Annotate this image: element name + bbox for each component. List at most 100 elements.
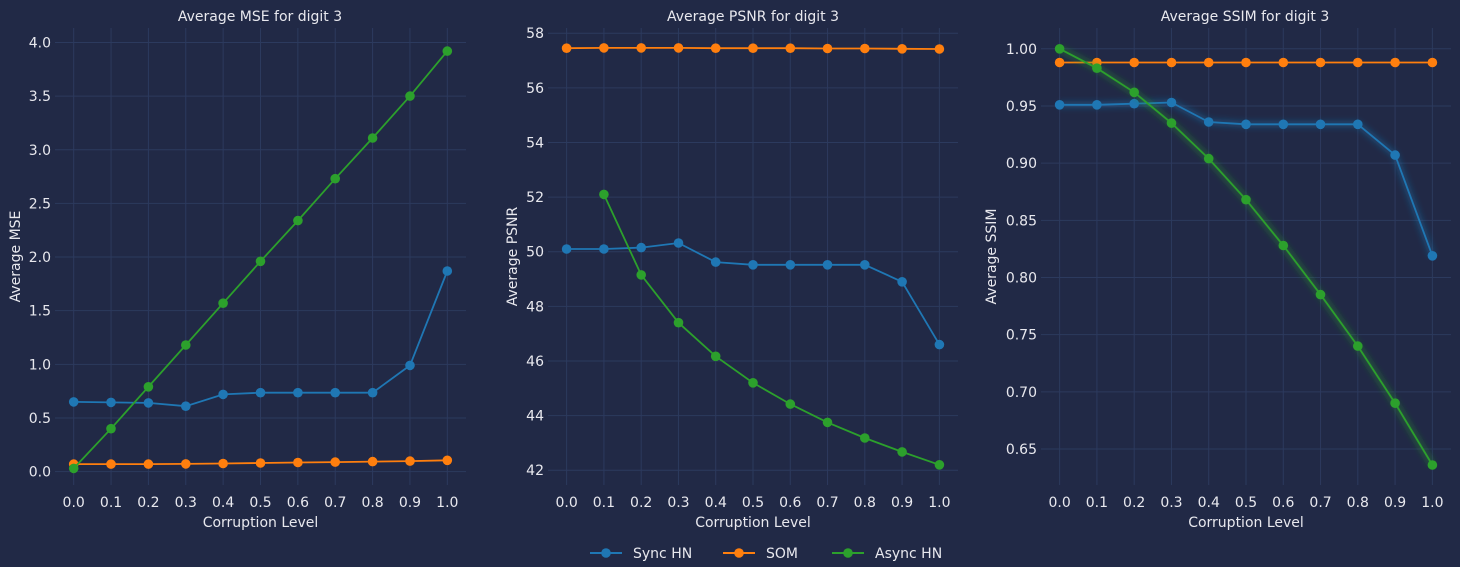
data-point [785,43,796,53]
x-tick-label: 0.7 [816,495,838,511]
data-point [1427,251,1438,261]
x-tick-label: 0.6 [779,495,801,511]
y-axis-label: Average MSE [8,211,24,303]
data-point [785,260,796,270]
data-point [181,401,191,412]
data-point [897,44,907,54]
legend-item-som: SOM [723,546,798,562]
data-point [255,458,266,468]
data-point [1390,398,1400,409]
data-point [218,458,228,469]
data-point [1315,289,1326,300]
legend-label: SOM [766,546,798,562]
data-point [1241,119,1251,130]
data-point [860,433,870,443]
x-tick-label: 0.9 [1384,495,1406,511]
x-tick-label: 0.0 [63,495,85,511]
legend-marker [601,548,611,558]
chart-title: Average PSNR for digit 3 [667,9,839,25]
series-som [1054,57,1438,68]
x-tick-label: 0.1 [100,495,122,511]
y-tick-label: 0.0 [29,465,51,481]
y-tick-label: 0.90 [1006,156,1037,172]
x-tick-label: 0.6 [1272,495,1294,511]
data-point [255,256,266,267]
data-point [1427,460,1438,470]
data-point [330,387,341,398]
x-tick-label: 0.0 [1049,495,1071,511]
x-tick-label: 0.4 [705,495,727,511]
data-point [710,257,721,267]
data-point [255,387,266,398]
x-tick-label: 0.2 [630,495,652,511]
y-tick-label: 54 [526,135,544,151]
x-tick-label: 0.2 [137,495,159,511]
x-tick-label: 0.3 [175,495,197,511]
y-tick-label: 3.0 [29,143,51,159]
data-point [181,340,191,350]
data-point [1092,63,1102,73]
data-point [1353,57,1363,68]
data-point [1315,57,1326,68]
x-tick-label: 0.5 [249,495,271,511]
charts-layer: Average MSE for digit 3 0.0 0.1 0.2 0.3 0.4 0.… [8,9,1451,531]
y-tick-label: 58 [526,26,544,42]
data-point [1166,57,1177,68]
data-point [561,244,572,254]
x-tick-label: 0.9 [891,495,913,511]
data-point [405,91,415,101]
y-axis-label: Average SSIM [984,209,1000,305]
y-tick-label: 0.70 [1006,385,1037,401]
series-som [68,455,453,469]
data-point [106,459,116,469]
data-point [822,260,833,270]
data-point [897,277,907,287]
data-point [1353,341,1363,351]
grid [1041,28,1451,485]
data-point [748,43,758,53]
data-point [367,456,378,467]
x-tick-label: 0.7 [1309,495,1331,511]
y-tick-label: 46 [526,354,544,370]
chart-panel-3: Average SSIM for digit 3 0.0 0.1 0.2 0.3 0.4 0… [984,9,1451,531]
data-point [405,456,415,466]
data-point [143,459,154,469]
chart-title: Average MSE for digit 3 [178,9,342,25]
data-point [367,133,378,143]
data-point [106,423,116,434]
x-tick-label: 0.5 [742,495,764,511]
data-point [143,382,154,392]
data-point [1278,119,1289,130]
data-point [293,387,303,398]
data-point [293,215,303,226]
data-point [218,389,228,400]
x-axis-label: Corruption Level [203,515,319,531]
y-tick-label: 56 [526,81,544,97]
data-point [1427,57,1438,68]
data-point [1054,44,1065,54]
y-tick-label: 0.75 [1006,328,1037,344]
data-point [442,266,453,276]
data-point [636,43,646,53]
y-tick-label: 0.65 [1006,442,1037,458]
x-tick-label: 0.3 [667,495,689,511]
data-point [367,387,378,398]
series-async-hn [1054,44,1438,470]
data-point [1129,87,1139,98]
data-point [599,189,609,200]
x-tick-label: 0.3 [1160,495,1182,511]
data-point [822,43,833,54]
data-point [673,238,684,248]
y-tick-label: 4.0 [29,35,51,51]
data-point [68,463,79,474]
data-point [1054,57,1065,68]
series-sync-hn [1054,97,1438,261]
data-point [405,360,415,371]
x-tick-label: 0.5 [1235,495,1257,511]
legend: Sync HN SOM Async HN [590,546,942,562]
data-point [1315,119,1326,130]
x-tick-label: 0.4 [1198,495,1220,511]
y-tick-label: 0.5 [29,411,51,427]
data-point [710,43,721,53]
data-point [748,260,758,270]
